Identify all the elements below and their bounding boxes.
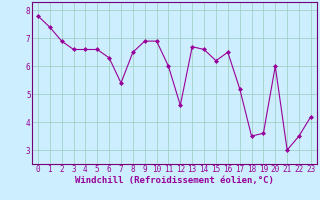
X-axis label: Windchill (Refroidissement éolien,°C): Windchill (Refroidissement éolien,°C) — [75, 176, 274, 185]
